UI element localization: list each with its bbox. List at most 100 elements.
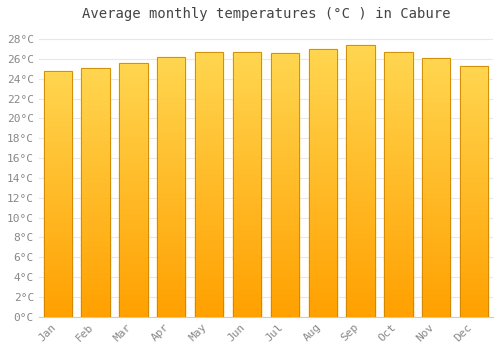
Bar <box>460 178 488 181</box>
Bar <box>460 68 488 71</box>
Bar <box>44 149 72 152</box>
Bar <box>195 211 224 214</box>
Bar <box>82 232 110 234</box>
Bar <box>270 261 299 264</box>
Bar <box>119 91 148 93</box>
Bar <box>157 57 186 317</box>
Bar <box>384 256 412 259</box>
Bar <box>422 211 450 213</box>
Bar <box>270 314 299 317</box>
Bar <box>384 224 412 227</box>
Bar <box>384 174 412 176</box>
Bar <box>195 245 224 248</box>
Bar <box>157 176 186 179</box>
Bar <box>82 115 110 118</box>
Bar <box>233 113 261 116</box>
Bar <box>157 91 186 93</box>
Bar <box>384 116 412 118</box>
Bar <box>270 66 299 69</box>
Bar <box>422 107 450 110</box>
Bar <box>44 105 72 108</box>
Bar <box>270 309 299 312</box>
Bar <box>308 97 337 100</box>
Bar <box>346 262 375 265</box>
Bar <box>82 118 110 120</box>
Bar <box>233 142 261 145</box>
Bar <box>308 258 337 260</box>
Bar <box>233 174 261 176</box>
Bar <box>157 233 186 236</box>
Bar <box>460 116 488 119</box>
Bar <box>157 244 186 247</box>
Bar <box>422 76 450 78</box>
Bar <box>384 102 412 105</box>
Bar <box>44 71 72 317</box>
Bar <box>82 182 110 185</box>
Bar <box>346 64 375 67</box>
Bar <box>460 241 488 244</box>
Bar <box>346 214 375 216</box>
Bar <box>422 254 450 257</box>
Bar <box>422 286 450 288</box>
Bar <box>460 146 488 149</box>
Bar <box>44 117 72 120</box>
Bar <box>82 234 110 237</box>
Bar <box>119 141 148 144</box>
Bar <box>195 52 224 317</box>
Bar <box>44 260 72 262</box>
Bar <box>422 125 450 128</box>
Bar <box>308 84 337 86</box>
Bar <box>195 314 224 317</box>
Bar <box>82 68 110 317</box>
Bar <box>44 295 72 297</box>
Bar <box>270 166 299 169</box>
Bar <box>460 272 488 274</box>
Bar <box>157 210 186 213</box>
Bar <box>422 146 450 148</box>
Bar <box>384 248 412 251</box>
Bar <box>422 239 450 242</box>
Bar <box>119 256 148 258</box>
Bar <box>460 131 488 134</box>
Bar <box>44 154 72 157</box>
Bar <box>422 97 450 99</box>
Bar <box>422 244 450 247</box>
Bar <box>308 196 337 199</box>
Bar <box>157 213 186 215</box>
Bar <box>346 224 375 227</box>
Bar <box>460 81 488 83</box>
Bar <box>119 177 148 180</box>
Bar <box>422 275 450 278</box>
Bar <box>157 111 186 114</box>
Bar <box>195 123 224 126</box>
Bar <box>195 84 224 86</box>
Bar <box>195 163 224 166</box>
Bar <box>308 279 337 282</box>
Bar <box>157 231 186 233</box>
Bar <box>422 278 450 281</box>
Bar <box>270 240 299 243</box>
Bar <box>82 112 110 115</box>
Bar <box>460 281 488 284</box>
Bar <box>195 232 224 235</box>
Bar <box>195 176 224 179</box>
Bar <box>119 273 148 276</box>
Bar <box>195 195 224 198</box>
Bar <box>195 224 224 227</box>
Bar <box>384 237 412 240</box>
Bar <box>195 280 224 282</box>
Bar <box>384 232 412 235</box>
Bar <box>44 184 72 187</box>
Bar <box>308 204 337 207</box>
Bar <box>308 65 337 68</box>
Bar <box>308 180 337 183</box>
Bar <box>233 131 261 134</box>
Bar <box>82 294 110 297</box>
Bar <box>44 198 72 201</box>
Bar <box>44 233 72 236</box>
Bar <box>308 293 337 295</box>
Bar <box>384 214 412 216</box>
Bar <box>384 62 412 65</box>
Bar <box>346 175 375 178</box>
Bar <box>233 78 261 81</box>
